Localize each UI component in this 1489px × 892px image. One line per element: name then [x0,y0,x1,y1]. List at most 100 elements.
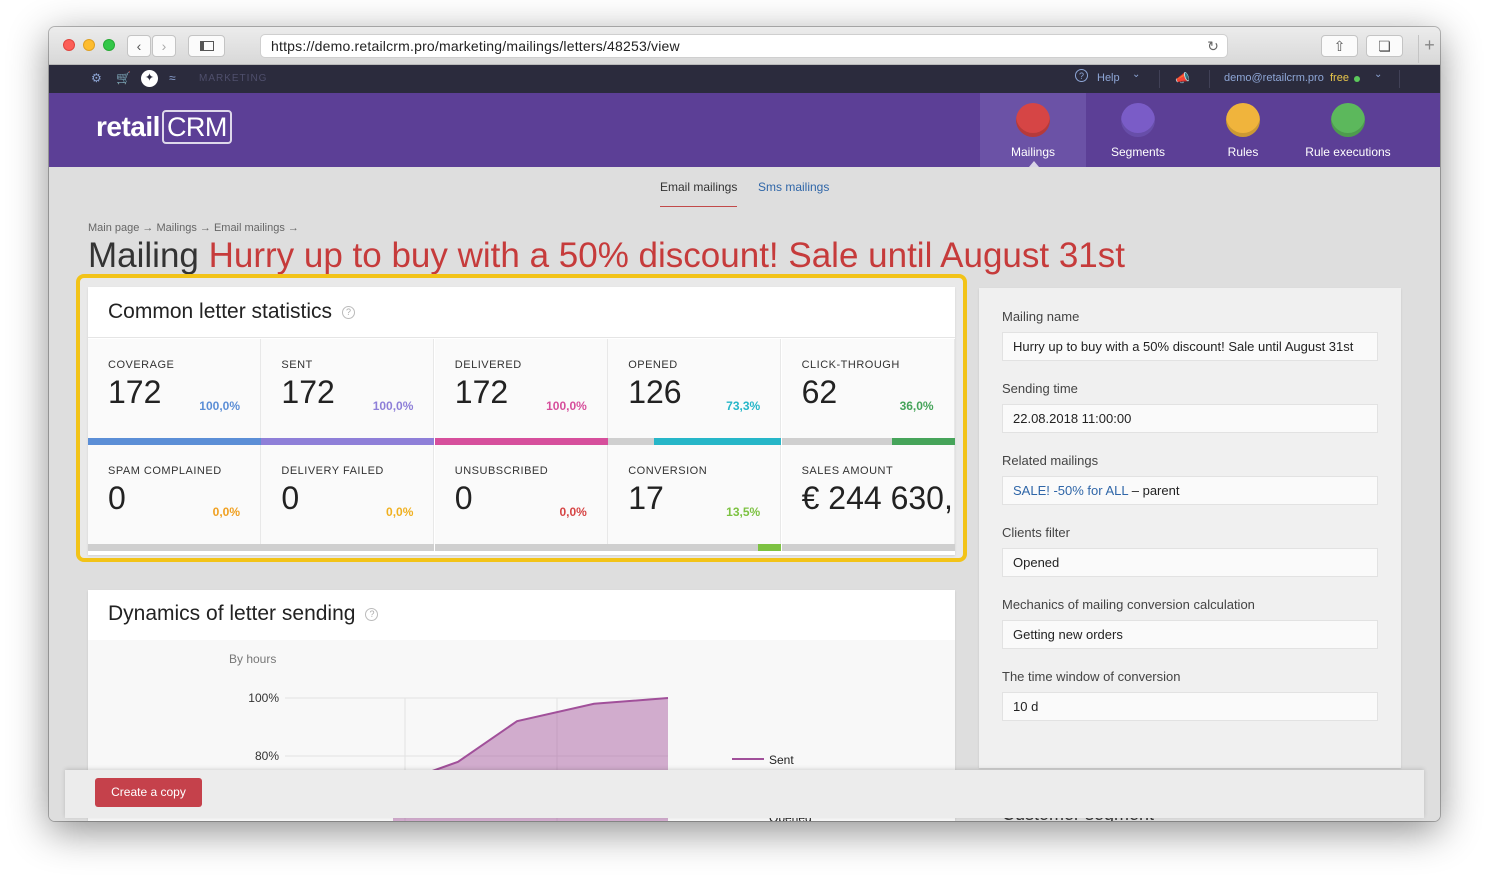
reload-icon[interactable]: ↻ [1207,38,1219,54]
sidebar-toggle-button[interactable] [188,35,225,57]
chart-period-label[interactable]: By hours [229,652,277,666]
page-content: Email mailings Sms mailings Main page → … [49,167,1440,821]
stat-coverage[interactable]: COVERAGE 172 100,0% [88,339,261,445]
tab-email-mailings[interactable]: Email mailings [660,180,738,207]
divider [1209,70,1210,88]
stat-label: SENT [281,359,313,371]
related-mailings-field: Related mailings SALE! -50% for ALL – pa… [1002,453,1378,505]
stat-percent: 0,0% [386,505,414,519]
address-bar[interactable]: https://demo.retailcrm.pro/marketing/mai… [260,34,1228,58]
settings-icon[interactable]: ⚙ [91,71,102,85]
nav-rules[interactable]: Rules [1190,93,1296,167]
stat-label: UNSUBSCRIBED [454,465,549,477]
user-email[interactable]: demo@retailcrm.pro [1224,72,1324,84]
analytics-icon[interactable]: ≈ [169,71,176,85]
announcements-icon[interactable]: 📣 [1175,71,1190,85]
url-text: https://demo.retailcrm.pro/marketing/mai… [271,38,680,54]
new-tab-button[interactable]: + [1418,35,1440,63]
sending-time-label: Sending time [1002,381,1078,396]
nav-rule-executions[interactable]: Rule executions [1295,93,1401,167]
tabs-button[interactable]: ❏ [1366,35,1403,57]
stat-percent: 73,3% [726,399,761,413]
stat-unsubscribed[interactable]: UNSUBSCRIBED 0 0,0% [434,445,608,551]
nav-mailings[interactable]: Mailings [980,93,1086,167]
online-status-dot [1354,76,1360,82]
stat-label: SPAM COMPLAINED [108,465,222,477]
segments-icon [1121,103,1155,137]
nav-segments[interactable]: Segments [1085,93,1191,167]
breadcrumb[interactable]: Main page → Mailings → Email mailings → [88,222,299,234]
app-header: retail CRM Mailings Segments Rules Rule exec… [49,93,1440,167]
time-window-field: The time window of conversion 10 d [1002,669,1378,721]
help-link[interactable]: Help [1097,72,1120,84]
marketing-icon[interactable]: ✦ [141,70,158,87]
legend-label[interactable]: Sent [769,753,794,767]
rule-executions-icon [1331,103,1365,137]
nav-label: Segments [1110,145,1166,159]
divider [1159,70,1160,88]
share-button[interactable]: ⇧ [1321,35,1358,57]
dynamics-card-title: Dynamics of letter sending? [108,602,379,626]
clients-filter-value: Opened [1002,548,1378,577]
clients-filter-field: Clients filter Opened [1002,525,1378,577]
stat-progress-fill [892,438,955,445]
stat-progress-bar [434,438,608,445]
zoom-window-button[interactable] [103,39,115,51]
question-icon[interactable]: ? [365,607,379,621]
cart-icon[interactable]: 🛒 [116,71,131,85]
stat-progress-bar [608,438,782,445]
stat-delivery-failed[interactable]: DELIVERY FAILED 0 0,0% [261,445,435,551]
stat-label: DELIVERED [454,359,522,371]
stat-value: 0 [281,480,300,516]
stat-opened[interactable]: OPENED 126 73,3% [608,339,782,445]
stat-progress-fill [88,438,261,445]
minimize-window-button[interactable] [83,39,95,51]
retailcrm-logo[interactable]: retail CRM [96,110,232,144]
stat-conversion[interactable]: CONVERSION 17 13,5% [608,445,782,551]
create-copy-button[interactable]: Create a copy [95,778,202,807]
stat-progress-fill [434,438,608,445]
tab-sms-mailings[interactable]: Sms mailings [758,180,830,194]
page-title: Mailing Hurry up to buy with a 50% disco… [88,236,1125,276]
browser-titlebar: ‹ › https://demo.retailcrm.pro/marketing… [49,27,1440,65]
page-title-prefix: Mailing [88,236,199,275]
logo-text: retail [96,111,160,142]
mailing-name-value: Hurry up to buy with a 50% discount! Sal… [1002,332,1378,361]
stat-progress-fill [261,438,435,445]
rules-icon [1226,103,1260,137]
stat-sales-amount[interactable]: SALES AMOUNT € 244 630, [781,445,955,551]
details-panel: Mailing name Hurry up to buy with a 50% … [979,288,1401,768]
mechanics-value: Getting new orders [1002,620,1378,649]
action-bar: Create a copy [65,770,1424,818]
clients-filter-label: Clients filter [1002,525,1070,540]
back-button[interactable]: ‹ [127,35,151,57]
stat-percent: 100,0% [199,399,240,413]
user-chevron-icon[interactable]: ⌄ [1374,69,1383,80]
stat-progress-bar [261,438,435,445]
stat-progress-bar [261,544,435,551]
stat-click-through[interactable]: CLICK-THROUGH 62 36,0% [781,339,955,445]
question-icon[interactable]: ? [342,305,356,319]
time-window-label: The time window of conversion [1002,669,1181,684]
stat-label: CLICK-THROUGH [801,359,900,371]
stat-value: 0 [108,480,126,516]
share-icon: ⇧ [1333,37,1346,54]
stat-progress-bar [88,438,261,445]
stats-card: Common letter statistics? COVERAGE 172 100… [88,287,955,555]
related-mailing-link[interactable]: SALE! -50% for ALL [1013,483,1129,498]
nav-label: Rule executions [1305,145,1391,159]
stats-title-text: Common letter statistics [108,300,333,323]
stat-label: COVERAGE [108,359,175,371]
nav-label: Rules [1227,145,1259,159]
close-window-button[interactable] [63,39,75,51]
stat-progress-bar [434,544,608,551]
help-icon[interactable]: ? [1075,69,1088,82]
stat-progress-bar [781,438,955,445]
stat-sent[interactable]: SENT 172 100,0% [261,339,435,445]
forward-button[interactable]: › [152,35,176,57]
help-chevron-icon[interactable]: ⌄ [1132,69,1141,80]
stat-delivered[interactable]: DELIVERED 172 100,0% [434,339,608,445]
stat-percent: 0,0% [212,505,240,519]
stat-spam-complained[interactable]: SPAM COMPLAINED 0 0,0% [88,445,261,551]
logo-crm-text: CRM [161,110,232,144]
